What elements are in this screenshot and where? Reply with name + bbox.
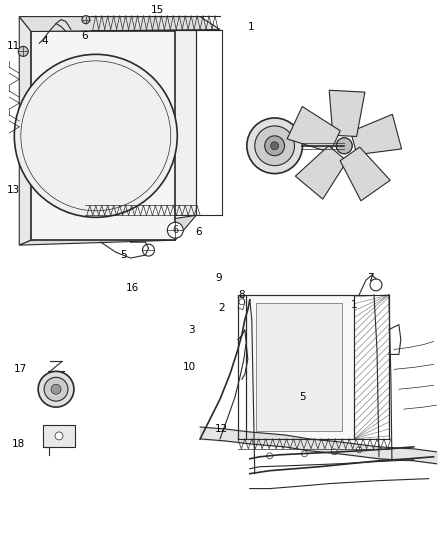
Circle shape <box>239 299 245 305</box>
Polygon shape <box>351 115 402 155</box>
Text: 15: 15 <box>150 5 164 14</box>
Text: 16: 16 <box>126 283 139 293</box>
Text: 12: 12 <box>215 424 228 434</box>
Circle shape <box>336 138 352 154</box>
Circle shape <box>51 384 61 394</box>
Circle shape <box>14 54 177 217</box>
Polygon shape <box>329 90 365 136</box>
Text: 4: 4 <box>41 36 48 46</box>
Circle shape <box>255 126 294 166</box>
Circle shape <box>167 222 183 238</box>
Polygon shape <box>19 17 220 31</box>
Text: 3: 3 <box>188 325 195 335</box>
Text: 5: 5 <box>300 392 306 402</box>
Circle shape <box>55 432 63 440</box>
Circle shape <box>247 118 303 174</box>
Text: 7: 7 <box>367 273 374 283</box>
Circle shape <box>301 451 307 457</box>
Circle shape <box>356 447 362 453</box>
Text: 2: 2 <box>218 303 225 313</box>
FancyBboxPatch shape <box>246 295 354 439</box>
Text: 13: 13 <box>7 185 20 196</box>
Text: 9: 9 <box>215 273 222 283</box>
Circle shape <box>370 279 382 291</box>
FancyBboxPatch shape <box>31 31 175 240</box>
Text: 10: 10 <box>183 362 196 373</box>
FancyBboxPatch shape <box>94 29 196 215</box>
Circle shape <box>271 142 279 150</box>
Circle shape <box>44 377 68 401</box>
FancyBboxPatch shape <box>43 425 75 447</box>
Text: 6: 6 <box>81 31 88 42</box>
Circle shape <box>265 136 285 156</box>
Circle shape <box>38 372 74 407</box>
Polygon shape <box>295 146 347 199</box>
Text: 17: 17 <box>13 365 27 374</box>
Text: 8: 8 <box>238 290 244 300</box>
Text: 1: 1 <box>351 300 358 310</box>
Text: 5: 5 <box>120 250 127 260</box>
Polygon shape <box>19 215 196 245</box>
Text: 6: 6 <box>172 225 178 235</box>
Circle shape <box>267 453 273 459</box>
Text: 18: 18 <box>11 439 25 449</box>
FancyBboxPatch shape <box>256 303 342 431</box>
Circle shape <box>142 244 155 256</box>
Circle shape <box>331 449 337 455</box>
Circle shape <box>18 46 28 56</box>
Circle shape <box>82 15 90 23</box>
Polygon shape <box>340 147 390 201</box>
Text: 11: 11 <box>7 42 20 51</box>
Polygon shape <box>287 107 340 152</box>
Text: 6: 6 <box>195 227 202 237</box>
Text: 1: 1 <box>248 21 254 31</box>
Polygon shape <box>19 17 31 245</box>
Circle shape <box>336 138 352 154</box>
